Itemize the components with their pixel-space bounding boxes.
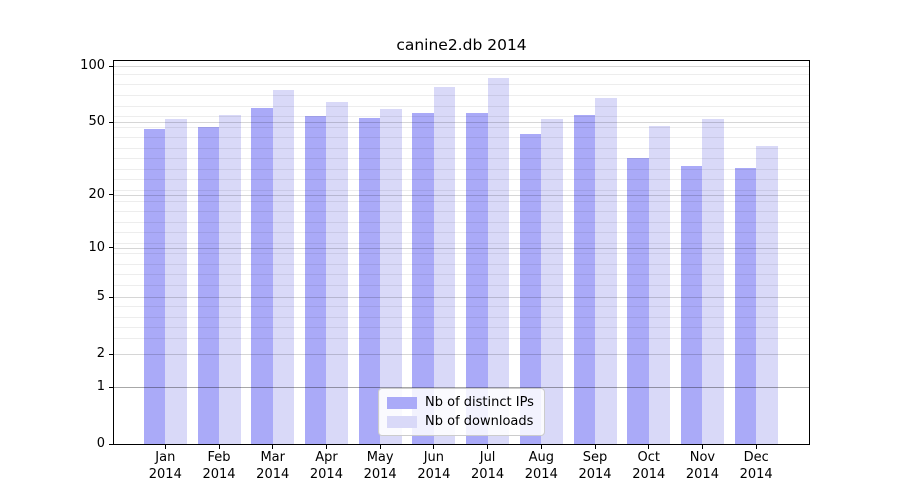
legend-label-distinct-ips: Nb of distinct IPs <box>425 395 534 410</box>
x-axis-tick-label-dec: Dec 2014 <box>728 450 784 483</box>
month-label: Sep <box>582 450 608 465</box>
bar-downloads-apr <box>326 102 348 444</box>
x-tick-mark <box>272 445 274 449</box>
chart-title: canine2.db 2014 <box>396 36 527 54</box>
bar-downloads-sep <box>595 97 617 444</box>
x-tick-mark <box>379 445 381 449</box>
year-label: 2014 <box>363 466 397 482</box>
month-label: May <box>366 450 394 465</box>
bar-downloads-feb <box>219 114 241 444</box>
plot-area <box>113 60 810 445</box>
month-label: Oct <box>637 450 660 465</box>
x-tick-mark <box>540 445 542 449</box>
bar-distinct-ips-nov <box>680 165 703 444</box>
year-label: 2014 <box>471 466 505 482</box>
bar-downloads-jan <box>165 119 187 444</box>
bar-distinct-ips-aug <box>519 134 542 444</box>
x-axis-tick-label-jul: Jul 2014 <box>460 450 516 483</box>
year-label: 2014 <box>578 466 612 482</box>
year-label: 2014 <box>256 466 290 482</box>
x-tick-mark <box>218 445 220 449</box>
year-label: 2014 <box>685 466 719 482</box>
x-axis-tick-label-sep: Sep 2014 <box>567 450 623 483</box>
year-label: 2014 <box>202 466 236 482</box>
legend-label-downloads: Nb of downloads <box>425 414 534 429</box>
x-axis-tick-label-jun: Jun 2014 <box>406 450 462 483</box>
month-label: Feb <box>207 450 231 465</box>
month-label: Apr <box>315 450 338 465</box>
x-axis-tick-label-apr: Apr 2014 <box>298 450 354 483</box>
x-axis-tick-label-nov: Nov 2014 <box>674 450 730 483</box>
y-axis-tick-label: 50 <box>88 114 105 130</box>
bar-downloads-may <box>380 109 402 444</box>
legend-item-downloads: Nb of downloads <box>387 414 536 429</box>
year-label: 2014 <box>524 466 558 482</box>
year-label: 2014 <box>148 466 182 482</box>
bar-distinct-ips-feb <box>197 127 219 444</box>
month-label: Dec <box>743 450 769 465</box>
bar-downloads-oct <box>648 125 671 444</box>
y-axis-tick-label: 2 <box>96 346 105 362</box>
bar-distinct-ips-sep <box>573 114 596 444</box>
y-tick-mark <box>109 65 113 67</box>
bar-distinct-ips-jan <box>143 128 166 444</box>
month-label: Nov <box>689 450 716 465</box>
bar-distinct-ips-oct <box>627 157 649 444</box>
bar-distinct-ips-may <box>358 117 381 444</box>
y-tick-mark <box>109 353 113 355</box>
y-tick-mark <box>109 296 113 298</box>
x-tick-mark <box>487 445 489 449</box>
legend-item-distinct-ips: Nb of distinct IPs <box>387 395 536 410</box>
year-label: 2014 <box>632 466 666 482</box>
month-label: Jun <box>423 450 445 465</box>
y-axis-tick-label: 100 <box>80 58 105 74</box>
x-axis-tick-label-may: May 2014 <box>352 450 408 483</box>
y-axis-tick-label: 20 <box>88 186 105 202</box>
x-axis-tick-label-mar: Mar 2014 <box>245 450 301 483</box>
x-axis-tick-label-feb: Feb 2014 <box>191 450 247 483</box>
month-label: Mar <box>260 450 285 465</box>
x-tick-mark <box>648 445 650 449</box>
month-label: Aug <box>528 450 554 465</box>
month-label: Jul <box>479 450 496 465</box>
bar-downloads-aug <box>541 119 563 444</box>
legend-swatch-downloads-icon <box>387 415 417 428</box>
y-tick-mark <box>109 386 113 388</box>
x-tick-mark <box>164 445 166 449</box>
bar-downloads-mar <box>272 89 295 444</box>
year-label: 2014 <box>309 466 343 482</box>
bar-distinct-ips-dec <box>734 168 757 444</box>
bar-downloads-dec <box>756 146 778 444</box>
x-tick-mark <box>701 445 703 449</box>
y-axis-tick-label: 10 <box>88 239 105 255</box>
y-tick-mark <box>109 121 113 123</box>
legend: Nb of distinct IPs Nb of downloads <box>378 388 545 436</box>
year-label: 2014 <box>739 466 773 482</box>
x-axis-tick-label-aug: Aug 2014 <box>513 450 569 483</box>
y-axis-tick-label: 1 <box>96 379 105 395</box>
x-axis-tick-label-oct: Oct 2014 <box>621 450 677 483</box>
bar-distinct-ips-jun <box>412 113 434 444</box>
legend-swatch-distinct-ips-icon <box>387 396 417 409</box>
x-tick-mark <box>325 445 327 449</box>
year-label: 2014 <box>417 466 451 482</box>
bar-downloads-nov <box>702 119 724 444</box>
y-axis-tick-label: 0 <box>96 436 105 451</box>
bar-downloads-jun <box>433 86 456 444</box>
bar-distinct-ips-mar <box>251 107 273 444</box>
x-tick-mark <box>594 445 596 449</box>
bar-distinct-ips-jul <box>466 113 488 444</box>
y-tick-mark <box>109 194 113 196</box>
bar-downloads-jul <box>487 77 510 444</box>
y-tick-mark <box>109 247 113 249</box>
x-tick-mark <box>433 445 435 449</box>
x-axis-tick-label-jan: Jan 2014 <box>137 450 193 483</box>
bar-distinct-ips-apr <box>304 116 327 444</box>
y-tick-mark <box>109 443 113 445</box>
bars-layer <box>114 61 809 444</box>
month-label: Jan <box>155 450 176 465</box>
y-axis-tick-label: 5 <box>96 289 105 305</box>
x-tick-mark <box>755 445 757 449</box>
